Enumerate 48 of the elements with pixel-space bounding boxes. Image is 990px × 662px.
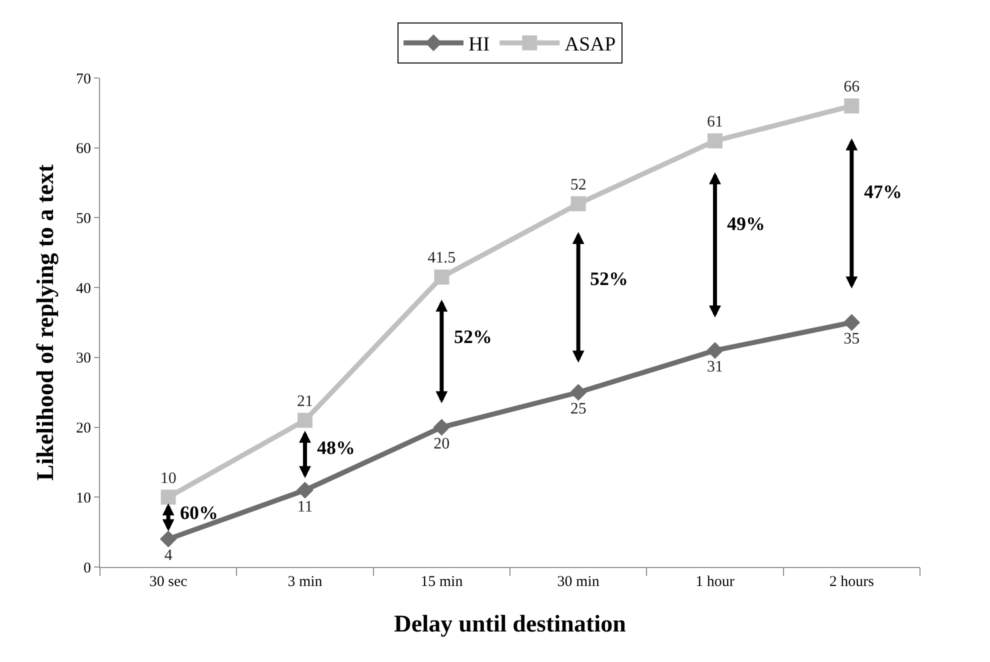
point (708, 133, 722, 148)
point (298, 412, 312, 428)
annotation: 49% (727, 214, 765, 235)
data-label: 25 (570, 400, 586, 418)
data-label: 31 (707, 358, 723, 376)
legend-label: ASAP (564, 34, 616, 56)
data-label: 66 (844, 78, 860, 96)
point (433, 418, 450, 436)
y-tick-label: 10 (76, 490, 91, 506)
point (160, 490, 176, 505)
x-tick-label: 3 min (288, 574, 323, 590)
y-axis-title: Likelihood of replying to a text (33, 164, 60, 481)
annotation: 52% (454, 327, 492, 348)
annotation: 60% (180, 503, 218, 524)
data-label: 41.5 (428, 250, 456, 267)
x-tick-label: 15 min (420, 574, 464, 590)
point (434, 270, 450, 285)
annotation: 52% (590, 269, 628, 290)
y-tick-label: 20 (76, 420, 91, 437)
x-axis-title: Delay until destination (394, 611, 626, 638)
data-label: 11 (297, 498, 313, 516)
x-tick-label: 30 sec (149, 574, 188, 590)
annotation: 48% (317, 438, 355, 459)
data-label: 35 (844, 330, 860, 348)
data-label: 61 (707, 113, 723, 130)
point (843, 314, 860, 331)
y-tick-label: 50 (76, 210, 91, 227)
y-tick-label: 30 (76, 350, 91, 367)
x-tick-label: 1 hour (696, 574, 734, 590)
point (844, 98, 860, 114)
y-tick-label: 40 (76, 280, 91, 297)
y-tick-label: 70 (76, 71, 91, 88)
point (296, 482, 314, 499)
data-label: 21 (297, 392, 313, 410)
data-label: 4 (164, 547, 172, 564)
point (160, 530, 177, 548)
data-label: 20 (434, 435, 450, 452)
point (570, 384, 587, 401)
x-tick-label: 30 min (557, 574, 600, 590)
point (706, 342, 724, 359)
y-tick-label: 60 (76, 141, 91, 158)
point (570, 196, 586, 212)
y-tick-label: 0 (84, 560, 91, 576)
data-label: 52 (570, 176, 586, 194)
x-tick-label: 2 hours (829, 574, 874, 590)
legend-label: HI (468, 34, 490, 56)
annotation: 47% (864, 182, 902, 203)
data-label: 10 (160, 470, 176, 487)
